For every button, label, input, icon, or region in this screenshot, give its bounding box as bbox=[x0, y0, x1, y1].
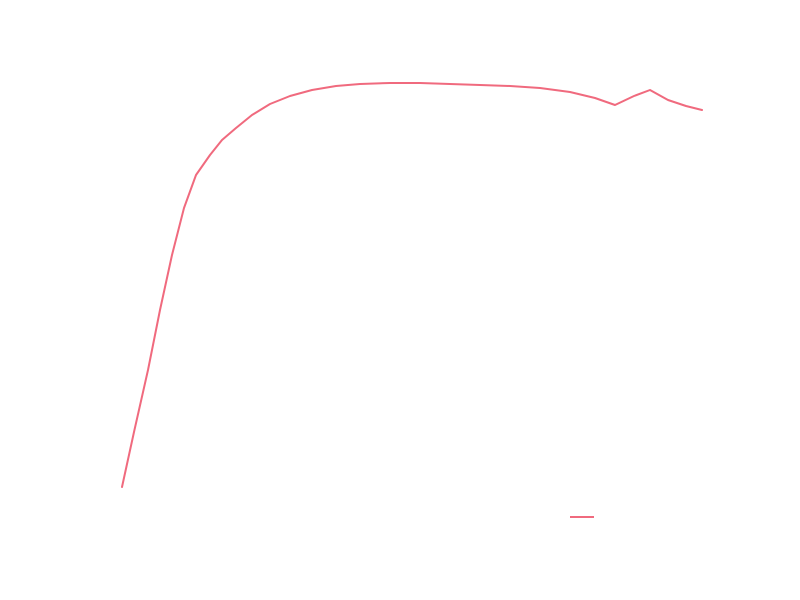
chart-svg bbox=[0, 0, 800, 600]
line-chart bbox=[0, 0, 800, 600]
legend-swatch bbox=[570, 516, 594, 518]
chart-background bbox=[0, 0, 800, 600]
